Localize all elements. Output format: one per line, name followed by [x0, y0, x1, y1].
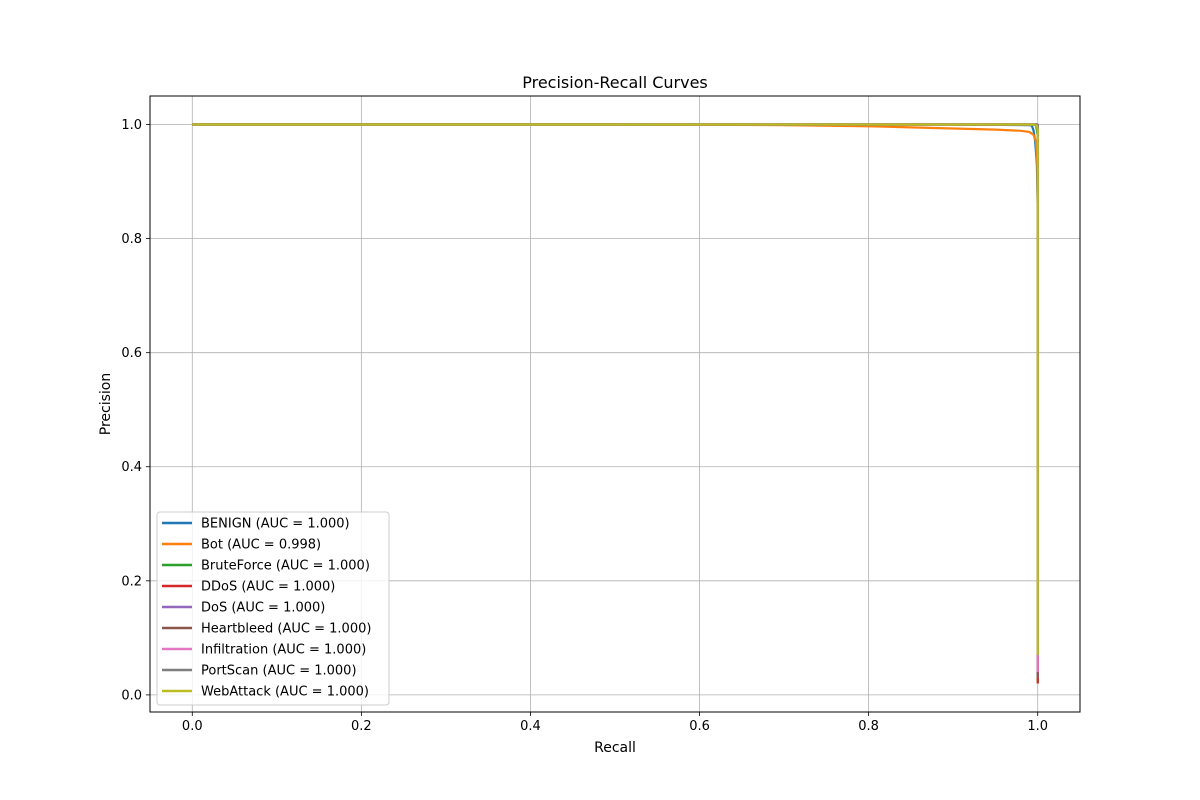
chart-title: Precision-Recall Curves: [522, 73, 708, 92]
x-tick-label: 0.4: [520, 719, 541, 734]
y-axis-label: Precision: [98, 373, 114, 435]
x-tick-label: 0.0: [182, 719, 203, 734]
plot-frame: [149, 95, 1081, 713]
axis-ticks: 0.0 0.2 0.4 0.6 0.8 1.0 0.0 0.2 0.4 0.6 0.8 1.0: [121, 118, 1048, 734]
y-tick-label: 0.2: [121, 574, 142, 589]
legend-entry: PortScan (AUC = 1.000): [201, 664, 357, 679]
legend-entry: BENIGN (AUC = 1.000): [201, 517, 350, 532]
legend-entry: WebAttack (AUC = 1.000): [201, 685, 369, 700]
legend-entry: Infiltration (AUC = 1.000): [201, 643, 366, 658]
x-tick-label: 1.0: [1027, 719, 1048, 734]
x-tick-label: 0.8: [858, 719, 879, 734]
y-tick-label: 0.4: [121, 460, 142, 475]
legend-entry: DDoS (AUC = 1.000): [201, 580, 335, 595]
x-tick-label: 0.2: [351, 719, 372, 734]
series-lines: [192, 123, 1039, 684]
legend-entry: BruteForce (AUC = 1.000): [201, 559, 370, 574]
series-line-8: [192, 123, 1039, 655]
x-tick-label: 0.6: [689, 719, 710, 734]
y-tick-label: 0.0: [121, 688, 142, 703]
legend-entry: Bot (AUC = 0.998): [201, 538, 321, 553]
legend: BENIGN (AUC = 1.000) Bot (AUC = 0.998) Bru…: [156, 511, 390, 706]
legend-entry: Heartbleed (AUC = 1.000): [201, 622, 371, 637]
x-axis-label: Recall: [594, 740, 636, 756]
y-tick-label: 0.8: [121, 232, 142, 247]
y-tick-label: 0.6: [121, 346, 142, 361]
y-tick-label: 1.0: [121, 118, 142, 133]
legend-entry: DoS (AUC = 1.000): [201, 601, 325, 616]
legend-box: [156, 511, 390, 706]
